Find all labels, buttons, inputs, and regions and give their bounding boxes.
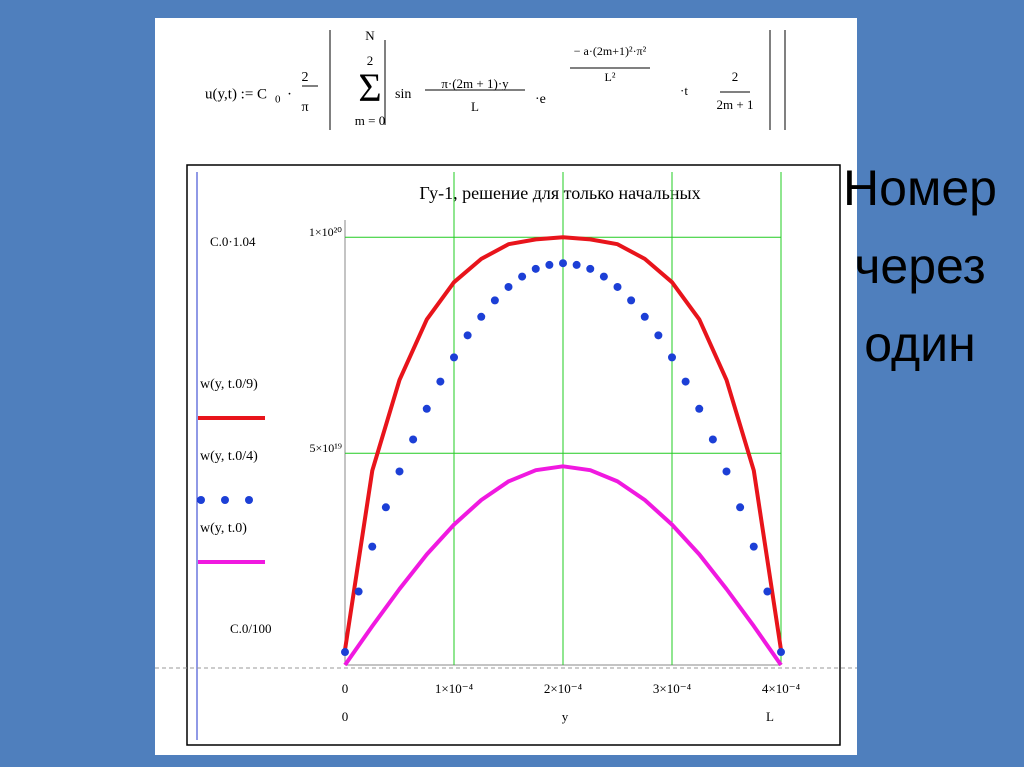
data-dot	[695, 404, 704, 413]
data-dot	[395, 467, 404, 476]
data-dot	[436, 377, 445, 386]
data-dot	[586, 264, 595, 273]
x-tick-label: 3×10⁻⁴	[653, 681, 692, 696]
x-tick-label: 1×10⁻⁴	[435, 681, 474, 696]
formula-part: ·t	[680, 83, 688, 98]
data-dot	[545, 260, 554, 269]
data-dot	[559, 259, 567, 268]
y-top-label: C.0·1.04	[210, 234, 256, 249]
data-dot	[463, 331, 472, 340]
formula-part: N	[365, 28, 375, 43]
formula-part: π	[301, 100, 308, 115]
formula-part: L	[471, 99, 479, 114]
x-tick-label: 2×10⁻⁴	[544, 681, 583, 696]
data-dot	[627, 296, 636, 305]
data-dot	[518, 272, 527, 281]
data-dot	[777, 648, 785, 657]
data-dot	[354, 587, 363, 596]
data-dot	[450, 353, 458, 362]
data-dot	[531, 264, 540, 273]
formula-part: ·e	[535, 92, 546, 107]
data-dot	[477, 312, 486, 321]
data-dot	[490, 296, 499, 305]
legend-label: w(y, t.0/9)	[200, 377, 258, 392]
x-left-label: 0	[342, 709, 349, 724]
y-tick-label: 1×10²⁰	[309, 225, 342, 239]
data-dot	[599, 272, 608, 281]
formula-part: u(y,t) := C	[205, 86, 267, 102]
plot-frame	[186, 164, 841, 746]
data-dot	[722, 467, 731, 476]
legend-label: w(y, t.0/4)	[200, 449, 258, 464]
legend-swatch	[221, 496, 229, 504]
x-tick-label: 0	[342, 681, 349, 696]
formula-part: 2m + 1	[717, 97, 754, 112]
legend-label: w(y, t.0)	[200, 521, 247, 536]
data-dot	[763, 587, 772, 596]
formula-part: 2	[367, 53, 374, 68]
data-dot	[368, 542, 377, 551]
formula-part: m = 0	[355, 113, 385, 128]
formula-part: − a·(2m+1)²·π²	[574, 44, 647, 58]
data-dot	[381, 503, 390, 512]
data-dot	[341, 648, 349, 657]
side-text: через	[854, 238, 985, 294]
chart-title: Гу-1, решение для только начальных	[419, 183, 700, 203]
panel	[155, 18, 857, 755]
formula-part: Σ	[358, 65, 381, 110]
data-dot	[640, 312, 649, 321]
data-line	[343, 235, 783, 651]
data-dot	[654, 331, 663, 340]
formula-part: 2	[732, 69, 739, 84]
data-dot	[504, 282, 513, 291]
data-dot	[572, 260, 581, 269]
formula-part: sin	[395, 87, 411, 102]
data-dot	[409, 435, 418, 444]
side-text: Номер	[843, 160, 997, 216]
formula-part: π·(2m + 1)·y	[441, 76, 509, 91]
x-right-label: L	[766, 709, 774, 724]
data-dot	[708, 435, 717, 444]
data-dot	[736, 503, 745, 512]
side-text: один	[864, 316, 975, 372]
data-line	[343, 464, 783, 667]
legend-swatch	[245, 496, 253, 504]
formula-part: 2	[302, 70, 309, 85]
formula-part: 0	[275, 94, 281, 106]
formula-part: ·	[287, 86, 292, 102]
x-axis-label: y	[562, 709, 569, 724]
data-dot	[422, 404, 431, 413]
data-dot	[681, 377, 690, 386]
data-dot	[668, 353, 676, 362]
y-bottom-label: C.0/100	[230, 621, 272, 636]
data-dot	[613, 282, 622, 291]
data-dot	[749, 542, 758, 551]
formula-part: L²	[605, 70, 616, 84]
y-tick-label: 5×10¹⁹	[309, 441, 342, 455]
x-tick-label: 4×10⁻⁴	[762, 681, 801, 696]
legend-swatch	[197, 496, 205, 504]
